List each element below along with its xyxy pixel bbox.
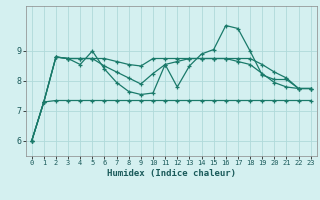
X-axis label: Humidex (Indice chaleur): Humidex (Indice chaleur) [107, 169, 236, 178]
